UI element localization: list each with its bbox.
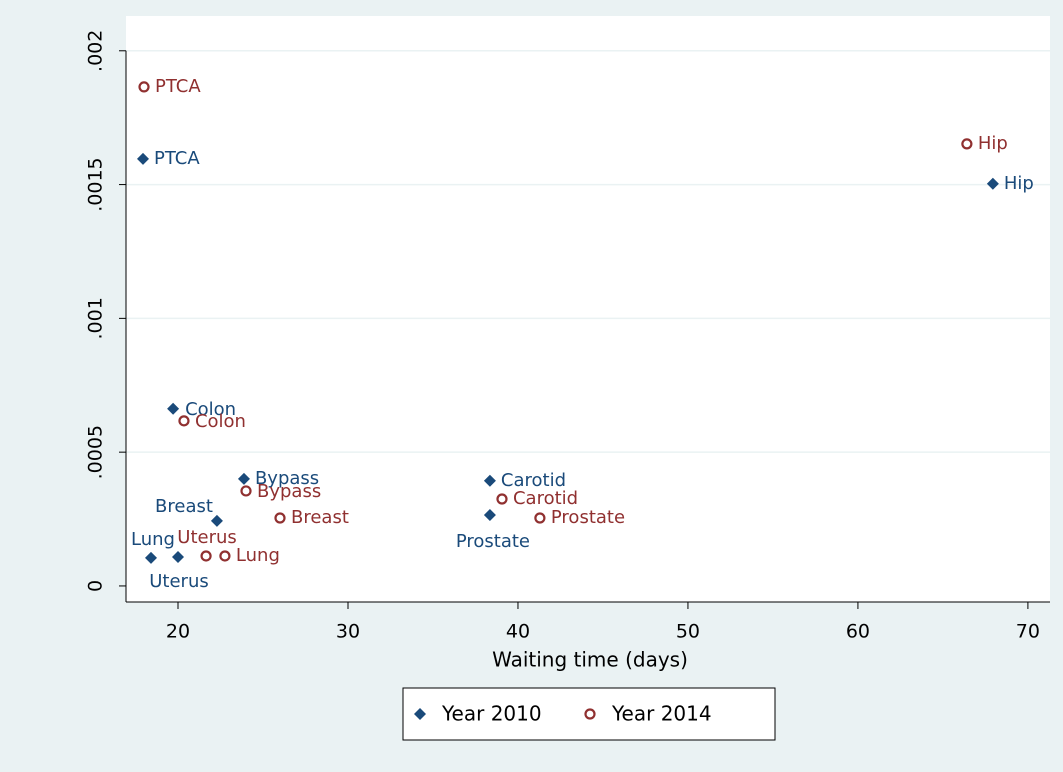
point-label: Colon: [185, 399, 236, 420]
point: [210, 514, 223, 527]
point: [138, 81, 150, 93]
x-tick-label: 60: [846, 621, 870, 643]
point-label: Lung: [236, 545, 280, 566]
point: [240, 485, 252, 497]
y-tick-label: .001: [85, 297, 107, 339]
point-label: Colon: [195, 411, 246, 432]
point: [167, 402, 180, 415]
plot-area: [126, 16, 1050, 602]
point-label: Uterus: [149, 571, 209, 592]
point: [172, 551, 185, 564]
y-tick-label: 0: [85, 580, 107, 592]
x-tick-label: 40: [506, 621, 530, 643]
point-label: Lung: [131, 529, 175, 550]
point-label: Breast: [155, 496, 213, 517]
point-label: Hip: [1004, 173, 1034, 194]
point: [534, 512, 546, 524]
point: [144, 551, 157, 564]
point-label: Uterus: [177, 527, 237, 548]
point: [136, 152, 149, 165]
legend-label: Year 2014: [611, 702, 712, 726]
point: [483, 509, 496, 522]
point-label: PTCA: [155, 76, 201, 97]
point-label: PTCA: [154, 148, 200, 169]
point: [961, 138, 973, 150]
point-label: Prostate: [551, 507, 625, 528]
point-label: Breast: [291, 507, 349, 528]
x-tick-label: 20: [166, 621, 190, 643]
y-tick-label: .002: [85, 30, 107, 72]
legend: [402, 687, 776, 741]
point-label: Hip: [978, 133, 1008, 154]
point-label: Bypass: [255, 468, 319, 489]
point: [178, 415, 190, 427]
point: [496, 493, 508, 505]
point-label: Prostate: [456, 531, 530, 552]
y-tick-label: .0015: [85, 157, 107, 211]
y-tick-label: .0005: [85, 425, 107, 479]
legend-label: Year 2010: [441, 702, 542, 726]
x-tick-label: 30: [336, 621, 360, 643]
point: [274, 512, 286, 524]
point-label: Bypass: [257, 481, 321, 502]
x-tick-label: 50: [676, 621, 700, 643]
point: [219, 550, 231, 562]
point: [200, 550, 212, 562]
point-label: Carotid: [513, 488, 578, 509]
point-label: Carotid: [501, 470, 566, 491]
point: [986, 177, 999, 190]
point: [237, 472, 250, 485]
legend-marker: [584, 708, 596, 720]
legend-marker: [414, 708, 426, 720]
point: [483, 474, 496, 487]
x-tick-label: 70: [1016, 621, 1040, 643]
x-axis-title: Waiting time (days): [492, 648, 688, 672]
